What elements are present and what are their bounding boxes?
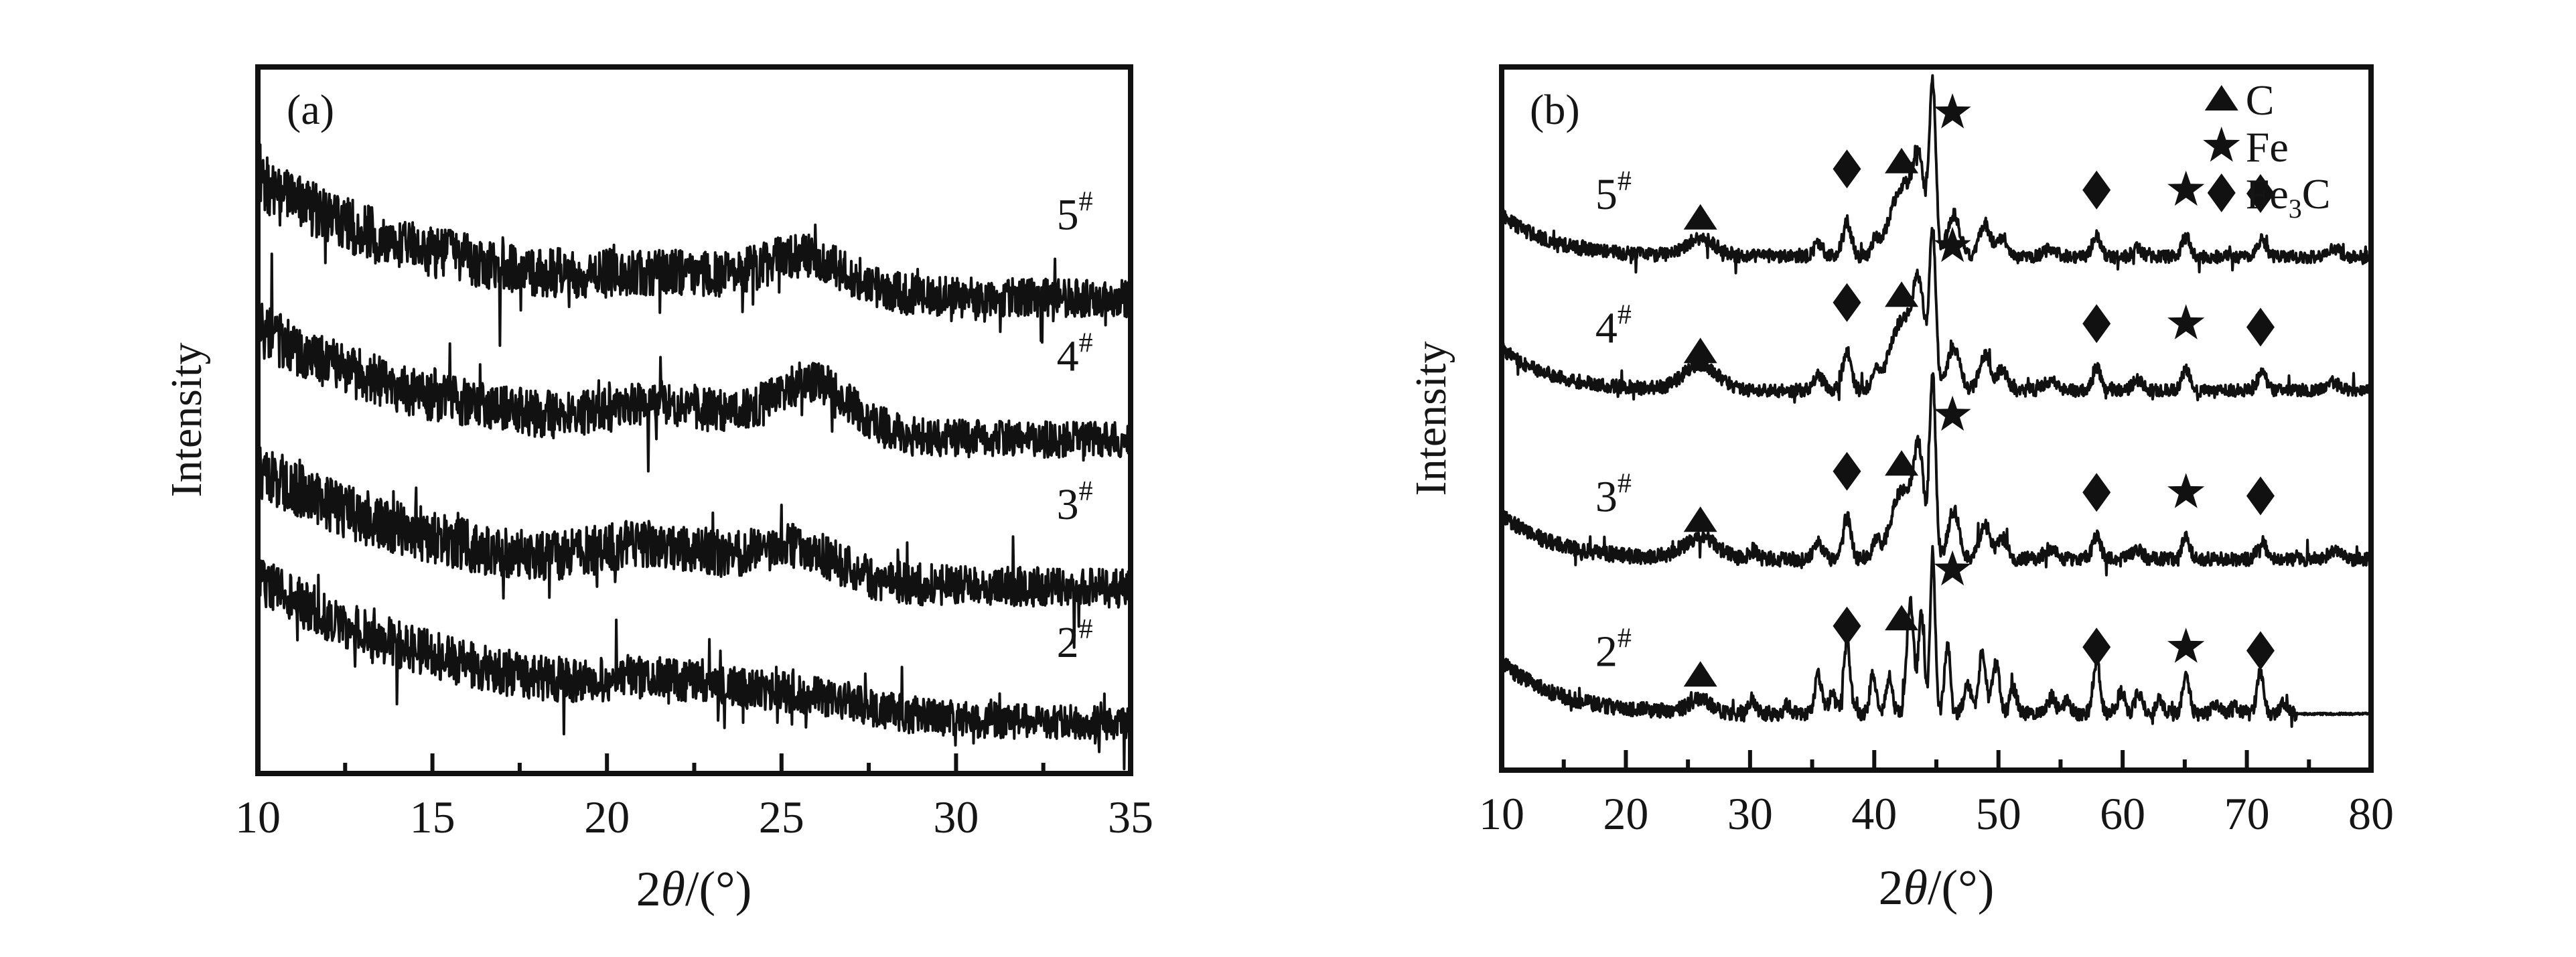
star-marker-icon (1934, 550, 1971, 586)
diamond-marker-icon (2082, 628, 2111, 667)
x-tick-label-70: 70 (2224, 788, 2270, 839)
legend-diamond-icon (2207, 173, 2236, 212)
diamond-marker-icon (2246, 174, 2275, 213)
panel-a-x-axis-title: 2θ/(°) (636, 862, 752, 917)
panel-b-y-axis-title: Intensity (1407, 342, 1455, 496)
x-tick-label-40: 40 (1851, 788, 1897, 839)
star-marker-icon (1934, 93, 1971, 129)
star-marker-icon (2167, 304, 2205, 340)
panel-a-x-axis-ticks: 10 15 20 25 30 35 (235, 753, 1153, 842)
xrd-curve-4 (1504, 226, 2368, 404)
triangle-marker-icon (1885, 147, 1919, 173)
diamond-marker-icon (1833, 283, 1861, 322)
series-label-3: 3# (1595, 469, 1632, 522)
legend-label-Fe: Fe (2246, 123, 2289, 171)
legend-triangle-icon (2204, 85, 2238, 111)
panel-b-x-axis-ticks: 10 20 30 40 50 60 70 80 (1479, 750, 2394, 839)
xrd-curve-5 (1504, 74, 2368, 275)
star-marker-icon (2167, 170, 2205, 206)
star-marker-icon (1934, 395, 1971, 431)
triangle-marker-icon (1683, 506, 1717, 532)
series-label-2: 2# (1595, 623, 1632, 676)
panel-b-curves (1504, 74, 2368, 728)
xrd-curve-5 (261, 143, 1128, 347)
star-marker-icon (1934, 226, 1971, 263)
series-label-2: 2# (1057, 614, 1093, 667)
diamond-marker-icon (1833, 451, 1861, 491)
xrd-curve-2 (261, 559, 1128, 771)
panel-b-tag: (b) (1530, 86, 1580, 133)
diamond-marker-icon (1833, 149, 1861, 189)
diamond-marker-icon (2082, 170, 2111, 210)
series-label-5: 5# (1595, 166, 1632, 219)
x-tick-label-15: 15 (410, 792, 455, 842)
x-tick-label-25: 25 (759, 792, 804, 842)
x-tick-label-30: 30 (1727, 788, 1773, 839)
legend-label-Fe3C: Fe3C (2246, 170, 2331, 224)
diamond-marker-icon (1833, 606, 1861, 646)
x-tick-label-30: 30 (933, 792, 979, 842)
triangle-marker-icon (1683, 204, 1717, 230)
x-tick-label-10: 10 (1479, 788, 1524, 839)
x-tick-label-50: 50 (1976, 788, 2021, 839)
panel-a-curves (261, 143, 1128, 771)
panel-a-dynamic: 10 15 20 25 30 35 5# 4# 3# 2# (235, 143, 1153, 842)
triangle-marker-icon (1683, 338, 1717, 364)
x-tick-label-60: 60 (2100, 788, 2145, 839)
x-tick-label-80: 80 (2348, 788, 2394, 839)
legend-star-icon (2203, 127, 2240, 162)
panel-b-peak-markers (1683, 93, 2275, 687)
triangle-marker-icon (1885, 450, 1919, 476)
x-tick-label-20: 20 (1603, 788, 1648, 839)
xrd-curve-3 (1504, 372, 2368, 577)
diamond-marker-icon (2246, 476, 2275, 516)
xrd-curve-2 (1504, 544, 2368, 728)
series-label-5: 5# (1057, 187, 1093, 240)
series-label-4: 4# (1595, 300, 1632, 353)
triangle-marker-icon (1885, 605, 1919, 631)
diamond-marker-icon (2246, 307, 2275, 347)
x-tick-label-35: 35 (1108, 792, 1153, 842)
star-marker-icon (2167, 473, 2205, 508)
diamond-marker-icon (2082, 304, 2111, 344)
diamond-marker-icon (2082, 473, 2111, 512)
panel-a-y-axis-title: Intensity (162, 343, 211, 498)
panel-a-tag: (a) (287, 86, 334, 133)
x-tick-label-20: 20 (584, 792, 630, 842)
xrd-curve-3 (261, 446, 1128, 649)
diamond-marker-icon (2246, 631, 2275, 670)
x-tick-label-10: 10 (235, 792, 281, 842)
panel-b-x-axis-title: 2θ/(°) (1879, 861, 1995, 915)
triangle-marker-icon (1885, 281, 1919, 307)
series-label-4: 4# (1057, 328, 1093, 381)
xrd-curve-4 (261, 252, 1128, 473)
panel-a: 10 15 20 25 30 35 5# 4# 3# 2# (a) 2θ/(°) Intensit… (162, 64, 1153, 917)
star-marker-icon (2167, 628, 2205, 663)
legend-label-C: C (2246, 76, 2275, 124)
triangle-marker-icon (1683, 661, 1717, 687)
series-label-3: 3# (1057, 476, 1093, 529)
